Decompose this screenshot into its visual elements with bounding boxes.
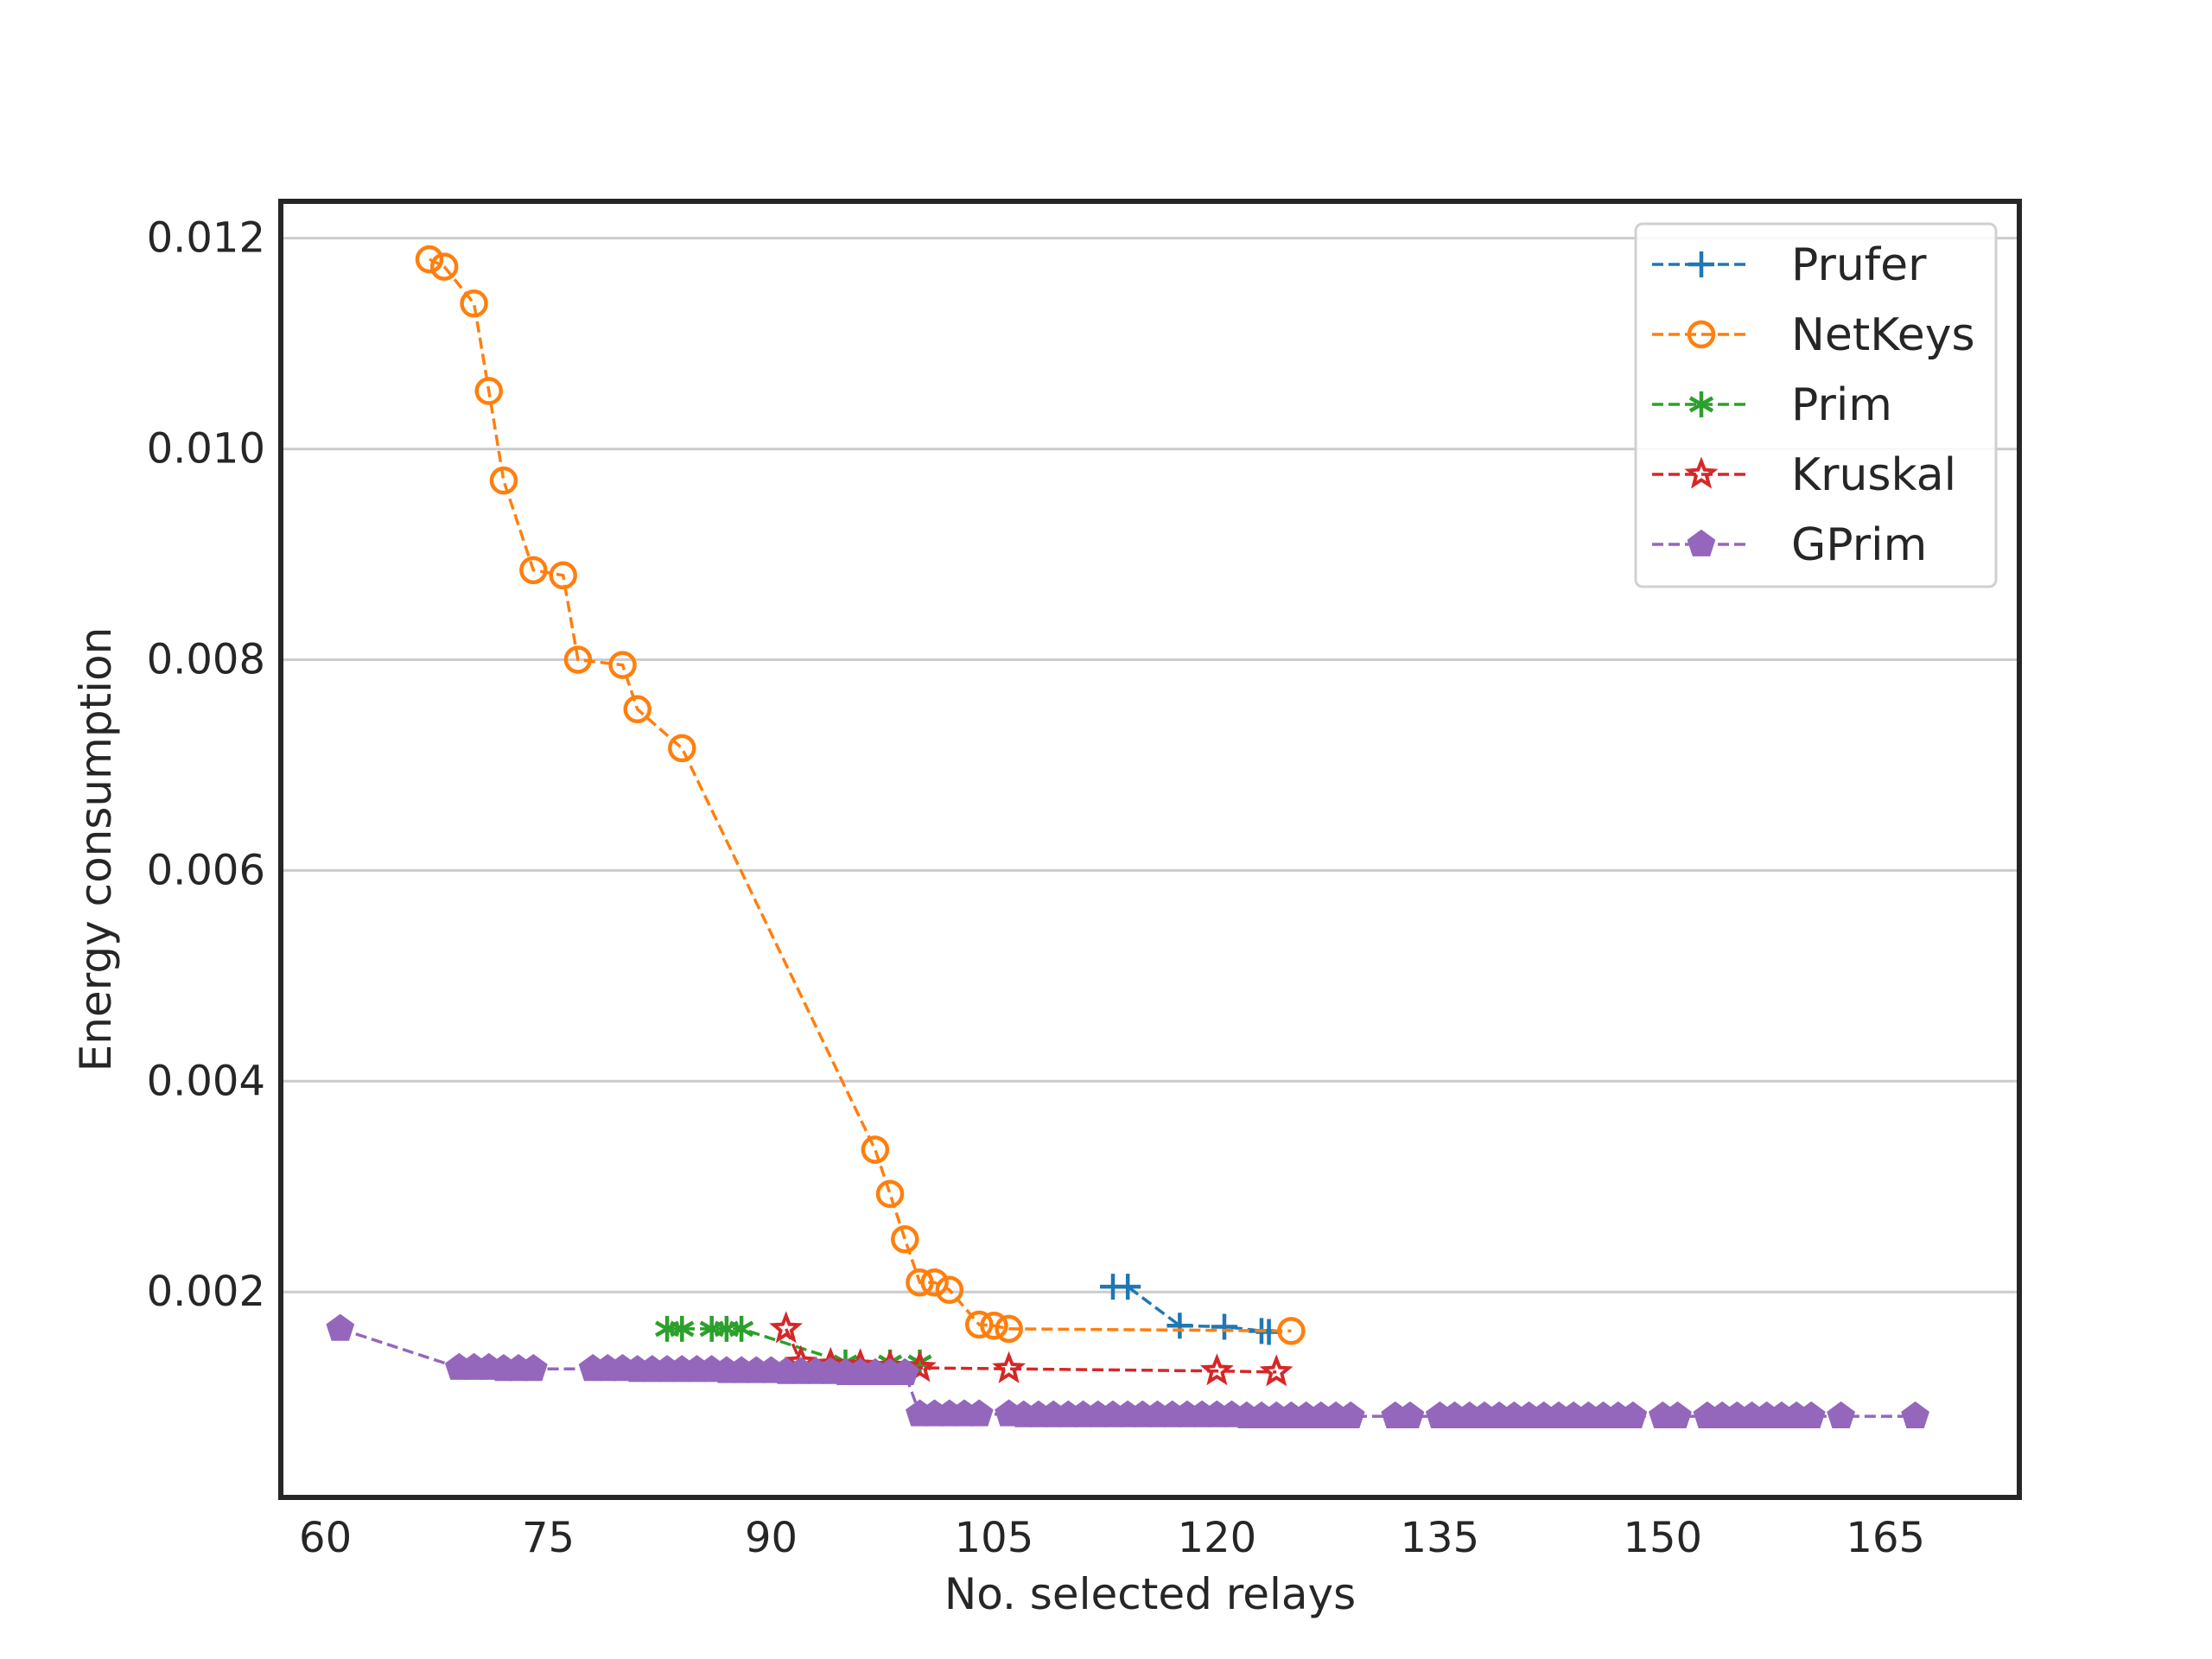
data-point-netkeys <box>429 252 459 281</box>
data-point-gprim <box>1663 1401 1692 1428</box>
data-point-kruskal <box>769 1311 804 1344</box>
data-point-gprim <box>1336 1401 1365 1428</box>
x-tick-label: 105 <box>955 1514 1034 1562</box>
y-tick-label: 0.006 <box>147 846 265 894</box>
data-point-netkeys <box>861 1135 890 1164</box>
data-point-netkeys <box>935 1275 964 1305</box>
data-point-netkeys <box>474 377 504 405</box>
legend-box <box>1634 222 1998 588</box>
y-tick-label: 0.012 <box>147 214 265 263</box>
y-tick-label: 0.004 <box>147 1057 265 1105</box>
data-point-kruskal <box>1199 1353 1234 1386</box>
x-tick-label: 75 <box>522 1514 575 1562</box>
plot-frame <box>278 199 2022 1500</box>
legend-marker-gprim <box>1687 529 1716 556</box>
data-point-netkeys <box>623 695 652 724</box>
y-tick-label: 0.002 <box>147 1268 265 1316</box>
data-point-netkeys <box>563 645 593 674</box>
data-point-netkeys <box>980 1311 1008 1340</box>
data-point-netkeys <box>460 289 488 318</box>
legend-marker-prufer <box>1688 251 1714 277</box>
x-tick-label: 120 <box>1178 1514 1257 1562</box>
x-axis-label: No. selected relays <box>944 1569 1356 1619</box>
legend-item-netkeys: NetKeys <box>1652 309 1975 361</box>
x-axis-ticks: 60 75 90 105 120 135 150 165 <box>299 1514 1925 1562</box>
legend-label-prufer: Prufer <box>1791 239 1927 291</box>
x-tick-label: 150 <box>1623 1514 1702 1562</box>
legend-item-prim: Prim <box>1652 379 1892 431</box>
data-point-gprim <box>1618 1401 1648 1428</box>
data-point-prim <box>670 1315 695 1342</box>
legend-label-netkeys: NetKeys <box>1791 309 1975 361</box>
series-prufer <box>1100 1274 1282 1345</box>
data-point-netkeys <box>891 1224 919 1254</box>
series-netkeys <box>415 245 1306 1345</box>
series-gprim <box>326 1313 1929 1428</box>
data-point-gprim <box>1827 1401 1856 1428</box>
data-point-netkeys <box>608 651 637 679</box>
data-point-netkeys <box>875 1179 905 1209</box>
legend-item-prufer: Prufer <box>1652 239 1927 291</box>
y-axis-ticks: 0.002 0.004 0.006 0.008 0.010 0.012 <box>147 214 265 1317</box>
y-tick-label: 0.008 <box>147 635 265 683</box>
data-point-prim <box>728 1315 754 1342</box>
y-axis-label: Energy consumption <box>71 627 121 1072</box>
data-point-gprim <box>326 1313 355 1341</box>
x-tick-label: 60 <box>299 1514 352 1562</box>
series-line-netkeys <box>429 257 1292 1333</box>
data-point-gprim <box>1395 1401 1425 1428</box>
data-point-gprim <box>1901 1401 1929 1428</box>
x-tick-label: 90 <box>745 1514 798 1562</box>
data-point-prufer <box>1211 1313 1237 1340</box>
data-point-netkeys <box>920 1268 949 1297</box>
plot-series <box>326 245 1929 1428</box>
data-point-netkeys <box>1277 1317 1306 1345</box>
y-tick-label: 0.010 <box>147 425 265 474</box>
data-point-prufer <box>1166 1313 1193 1339</box>
x-tick-label: 135 <box>1401 1514 1480 1562</box>
data-point-gprim <box>518 1353 548 1382</box>
data-point-netkeys <box>668 734 696 763</box>
series-line-prufer <box>1113 1285 1269 1334</box>
legend-marker-prim <box>1688 391 1714 417</box>
data-point-netkeys <box>415 245 444 274</box>
data-point-netkeys <box>906 1268 934 1297</box>
data-point-kruskal <box>992 1351 1027 1383</box>
data-point-kruskal <box>1259 1354 1294 1387</box>
data-point-prufer <box>1115 1274 1141 1300</box>
data-point-gprim <box>964 1399 994 1427</box>
data-point-netkeys <box>549 561 577 590</box>
data-point-gprim <box>890 1357 919 1385</box>
legend: Prufer NetKeys Prim Kruskal GPrim <box>1634 222 1998 588</box>
data-point-netkeys <box>964 1310 994 1339</box>
data-point-gprim <box>1796 1401 1826 1428</box>
legend-label-gprim: GPrim <box>1791 519 1927 571</box>
x-tick-label: 165 <box>1846 1514 1925 1562</box>
data-point-netkeys <box>519 556 548 585</box>
data-point-netkeys <box>995 1314 1023 1344</box>
data-point-netkeys <box>489 466 518 495</box>
legend-marker-kruskal <box>1684 456 1719 489</box>
legend-marker-netkeys <box>1687 320 1716 349</box>
legend-item-gprim: GPrim <box>1652 519 1927 571</box>
legend-item-kruskal: Kruskal <box>1652 449 1956 501</box>
legend-label-prim: Prim <box>1791 379 1892 431</box>
legend-label-kruskal: Kruskal <box>1791 449 1956 501</box>
